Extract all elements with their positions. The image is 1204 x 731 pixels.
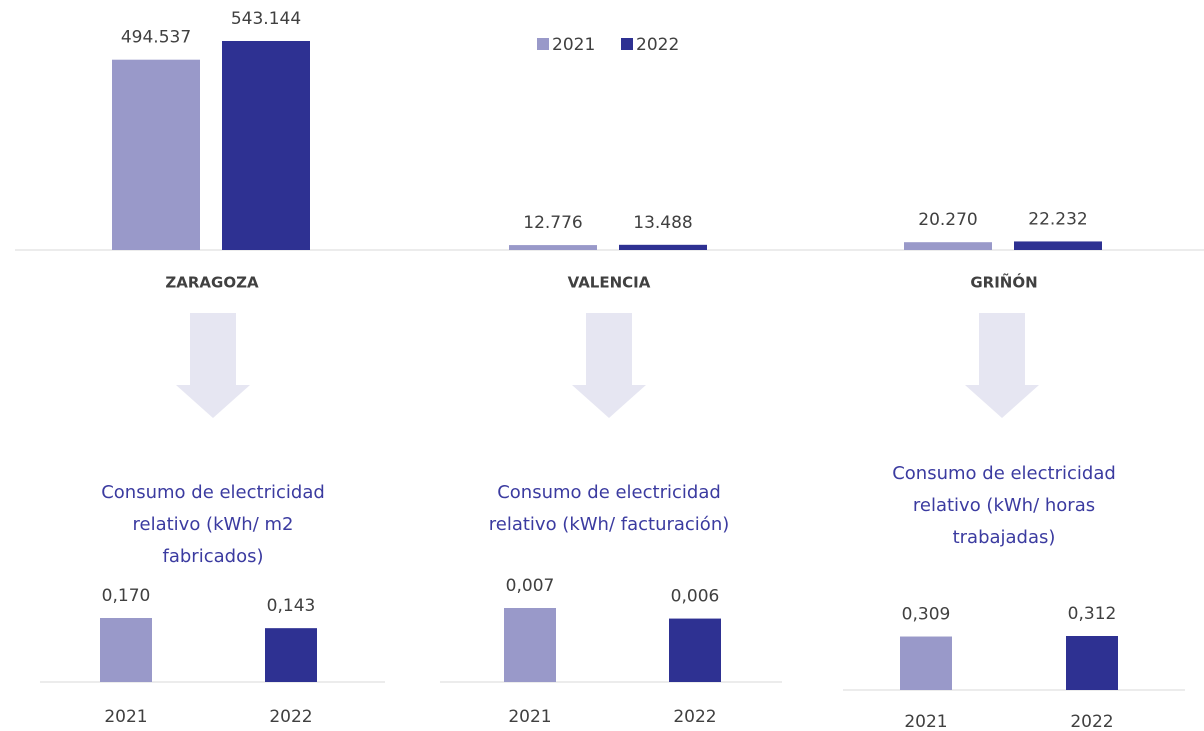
legend-swatch xyxy=(537,38,549,50)
value-label: 13.488 xyxy=(633,213,692,233)
bar xyxy=(100,618,152,682)
value-label: 22.232 xyxy=(1028,209,1087,229)
value-label: 494.537 xyxy=(121,28,191,48)
value-label: 543.144 xyxy=(231,9,301,29)
x-tick-label: 2021 xyxy=(508,707,551,727)
bar xyxy=(1066,636,1118,690)
x-tick-label: 2022 xyxy=(269,707,312,727)
x-tick-label: 2021 xyxy=(904,712,947,731)
value-label: 0,143 xyxy=(267,596,316,616)
value-label: 0,006 xyxy=(671,587,720,607)
bar xyxy=(222,41,310,250)
chart-title: relativo (kWh/ m2 xyxy=(133,514,294,535)
chart-title: relativo (kWh/ facturación) xyxy=(489,514,730,535)
value-label: 0,309 xyxy=(902,605,951,625)
chart-title: Consumo de electricidad xyxy=(101,482,325,503)
bar xyxy=(900,636,952,690)
x-tick-label: 2021 xyxy=(104,707,147,727)
value-label: 20.270 xyxy=(918,210,977,230)
chart-title: trabajadas) xyxy=(953,527,1056,548)
x-tick-label: 2022 xyxy=(673,707,716,727)
bar xyxy=(504,608,556,682)
legend-swatch xyxy=(621,38,633,50)
chart-title: relativo (kWh/ horas xyxy=(913,495,1095,516)
bar xyxy=(112,59,200,250)
legend-label: 2022 xyxy=(636,35,679,55)
bar xyxy=(265,628,317,682)
value-label: 0,170 xyxy=(102,586,151,606)
value-label: 12.776 xyxy=(523,213,582,233)
bar xyxy=(669,618,721,682)
x-tick-label: 2022 xyxy=(1070,712,1113,731)
category-label: VALENCIA xyxy=(568,274,651,292)
category-label: GRIÑÓN xyxy=(970,273,1037,292)
chart-title: fabricados) xyxy=(163,546,264,567)
arrow xyxy=(965,313,1039,418)
bar xyxy=(1014,241,1102,250)
bar xyxy=(904,242,992,250)
arrow xyxy=(572,313,646,418)
arrows xyxy=(176,313,1039,418)
bar xyxy=(509,245,597,250)
bar xyxy=(619,244,707,250)
arrow xyxy=(176,313,250,418)
category-label: ZARAGOZA xyxy=(165,274,259,292)
value-label: 0,007 xyxy=(506,576,555,596)
chart-title: Consumo de electricidad xyxy=(892,463,1116,484)
value-label: 0,312 xyxy=(1068,604,1117,624)
chart-title: Consumo de electricidad xyxy=(497,482,721,503)
legend-label: 2021 xyxy=(552,35,595,55)
